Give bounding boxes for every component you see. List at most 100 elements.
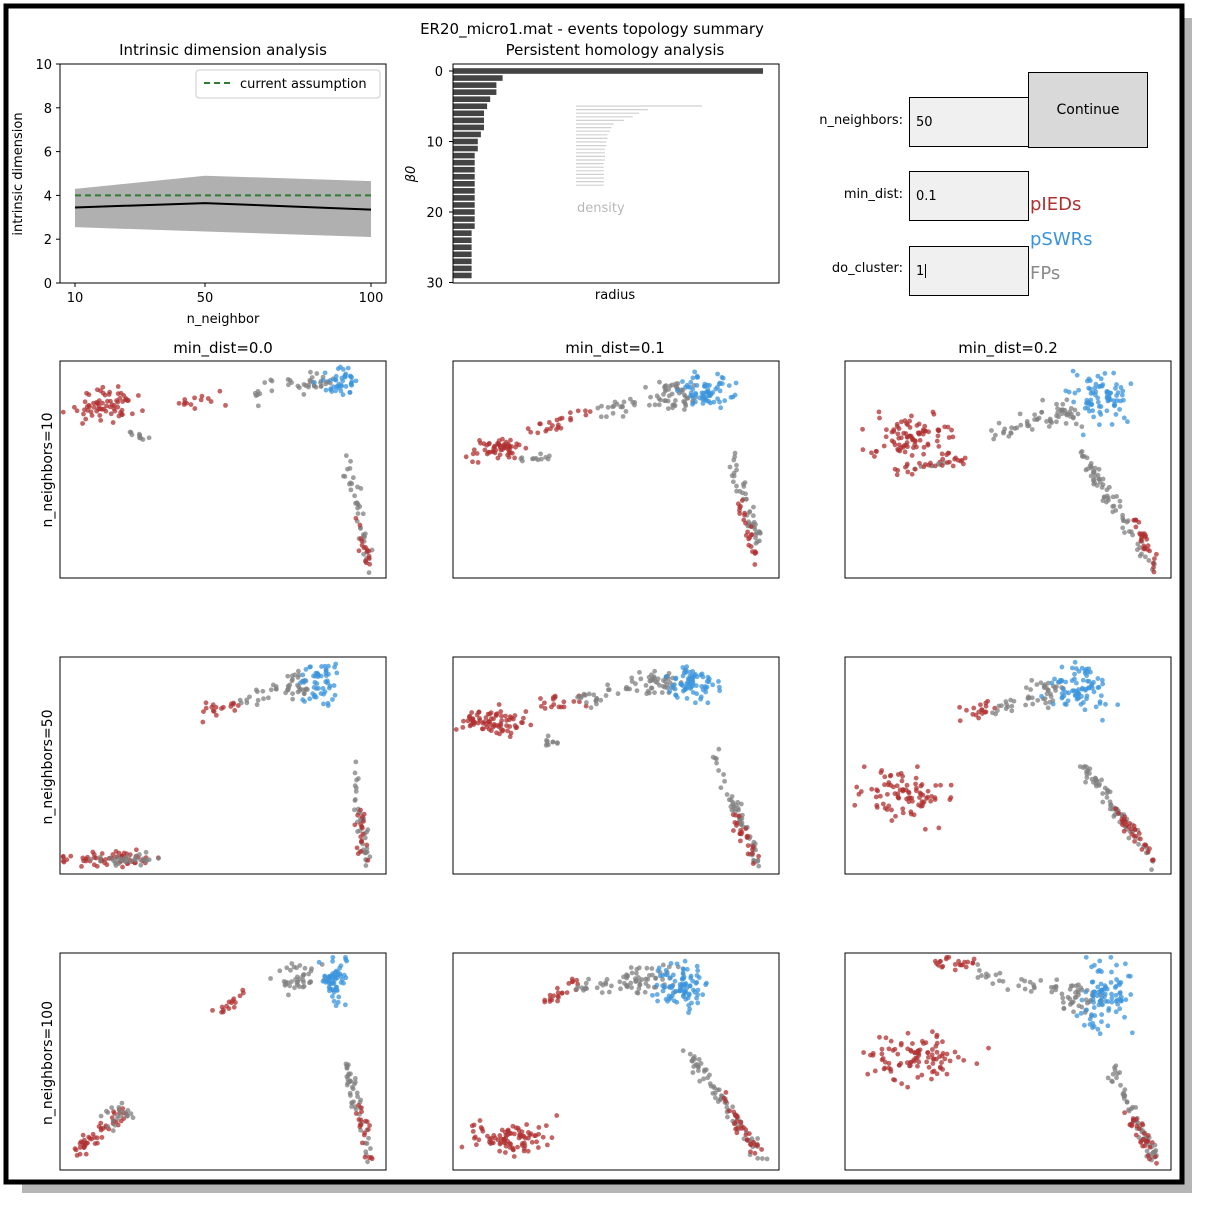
scatter-point — [1118, 1082, 1123, 1088]
scatter-point — [97, 858, 103, 864]
scatter-point — [963, 964, 969, 970]
scatter-point — [1027, 979, 1033, 985]
scatter-point — [934, 438, 940, 444]
scatter-point — [751, 504, 756, 510]
scatter-point — [1100, 799, 1106, 805]
scatter-point — [138, 862, 144, 868]
scatter-point — [255, 697, 261, 703]
scatter-point — [1098, 693, 1104, 699]
scatter-point — [734, 488, 739, 494]
scatter-point — [666, 670, 672, 676]
scatter-point — [129, 411, 135, 417]
scatter-point — [1008, 430, 1014, 436]
scatter-point — [884, 807, 890, 812]
scatter-point — [945, 424, 951, 430]
scatter-point — [311, 684, 317, 690]
scatter-point — [904, 1060, 910, 1066]
figure-title: ER20_micro1.mat - events topology summar… — [420, 20, 764, 39]
scatter-point — [648, 678, 654, 683]
do-cluster-input[interactable]: 1 — [909, 246, 1029, 296]
scatter-point — [1104, 794, 1110, 800]
scatter-point — [690, 680, 696, 686]
legend-fps: FPs — [1030, 263, 1061, 284]
scatter-point — [347, 481, 352, 487]
scatter-point — [1113, 385, 1118, 391]
scatter-point — [695, 987, 701, 993]
scatter-point — [1091, 989, 1097, 995]
scatter-point — [352, 822, 358, 828]
scatter-point — [1080, 677, 1086, 683]
scatter-point — [924, 1059, 930, 1065]
scatter-point — [750, 851, 755, 857]
scatter-point — [755, 857, 761, 863]
scatter-point — [330, 979, 336, 985]
scatter-point — [1122, 818, 1128, 824]
id-y-tick-label: 10 — [35, 58, 52, 73]
scatter-point — [697, 1078, 703, 1084]
scatter-point — [353, 1106, 359, 1112]
n-neighbors-input[interactable]: 50 — [909, 97, 1029, 147]
scatter-point — [684, 966, 690, 972]
scatter-point — [1103, 998, 1108, 1004]
scatter-point — [107, 855, 113, 861]
scatter-point — [1153, 1148, 1159, 1153]
scatter-point — [879, 768, 885, 773]
scatter-point — [475, 460, 481, 465]
scatter-point — [700, 400, 706, 406]
scatter-point — [1041, 685, 1047, 691]
scatter-point — [1059, 411, 1065, 417]
scatter-point — [100, 400, 105, 406]
scatter-point — [962, 455, 968, 461]
scatter-point — [604, 977, 610, 982]
scatter-point — [301, 382, 307, 387]
scatter-point — [323, 381, 329, 387]
scatter-point — [748, 524, 754, 530]
scatter-point — [1140, 1122, 1146, 1128]
scatter-point — [1128, 1121, 1133, 1127]
scatter-point — [900, 810, 906, 816]
scatter-point — [858, 789, 864, 794]
scatter-point — [1097, 781, 1102, 787]
scatter-point — [323, 673, 329, 679]
scatter-point — [332, 692, 338, 698]
scatter-point — [665, 406, 671, 412]
scatter-point — [232, 708, 238, 713]
scatter-point — [1109, 995, 1115, 1001]
scatter-point — [931, 1056, 937, 1062]
scatter-point — [877, 793, 883, 799]
scatter-point — [353, 788, 359, 794]
min-dist-input[interactable]: 0.1 — [909, 171, 1029, 221]
scatter-point — [111, 1109, 116, 1115]
scatter-point — [200, 719, 206, 725]
scatter-point — [1106, 1008, 1111, 1013]
scatter-point — [203, 700, 209, 706]
scatter-point — [1089, 401, 1095, 407]
scatter-point — [484, 724, 490, 730]
scatter-point — [1110, 1079, 1115, 1085]
scatter-point — [1029, 677, 1035, 683]
scatter-point — [904, 782, 910, 788]
scatter-point — [934, 1049, 940, 1055]
scatter-point — [952, 961, 958, 967]
scatter-point — [549, 1135, 555, 1141]
scatter-point — [1128, 1106, 1134, 1112]
scatter-point — [690, 375, 696, 381]
scatter-point — [1079, 997, 1085, 1003]
scatter-point — [748, 1149, 753, 1155]
continue-button[interactable]: Continue — [1028, 72, 1148, 148]
scatter-point — [344, 1065, 350, 1071]
scatter-point — [361, 545, 367, 551]
scatter-point — [926, 1054, 931, 1060]
scatter-point — [1128, 381, 1134, 387]
scatter-point — [302, 699, 307, 704]
scatter-point — [654, 393, 660, 399]
scatter-point — [1084, 764, 1089, 770]
scatter-point — [320, 377, 326, 383]
scatter-point — [715, 371, 721, 377]
scatter-point — [637, 669, 642, 675]
scatter-point — [738, 821, 744, 827]
scatter-point — [1113, 1009, 1119, 1015]
scatter-point — [349, 1100, 355, 1106]
scatter-point — [508, 437, 513, 443]
